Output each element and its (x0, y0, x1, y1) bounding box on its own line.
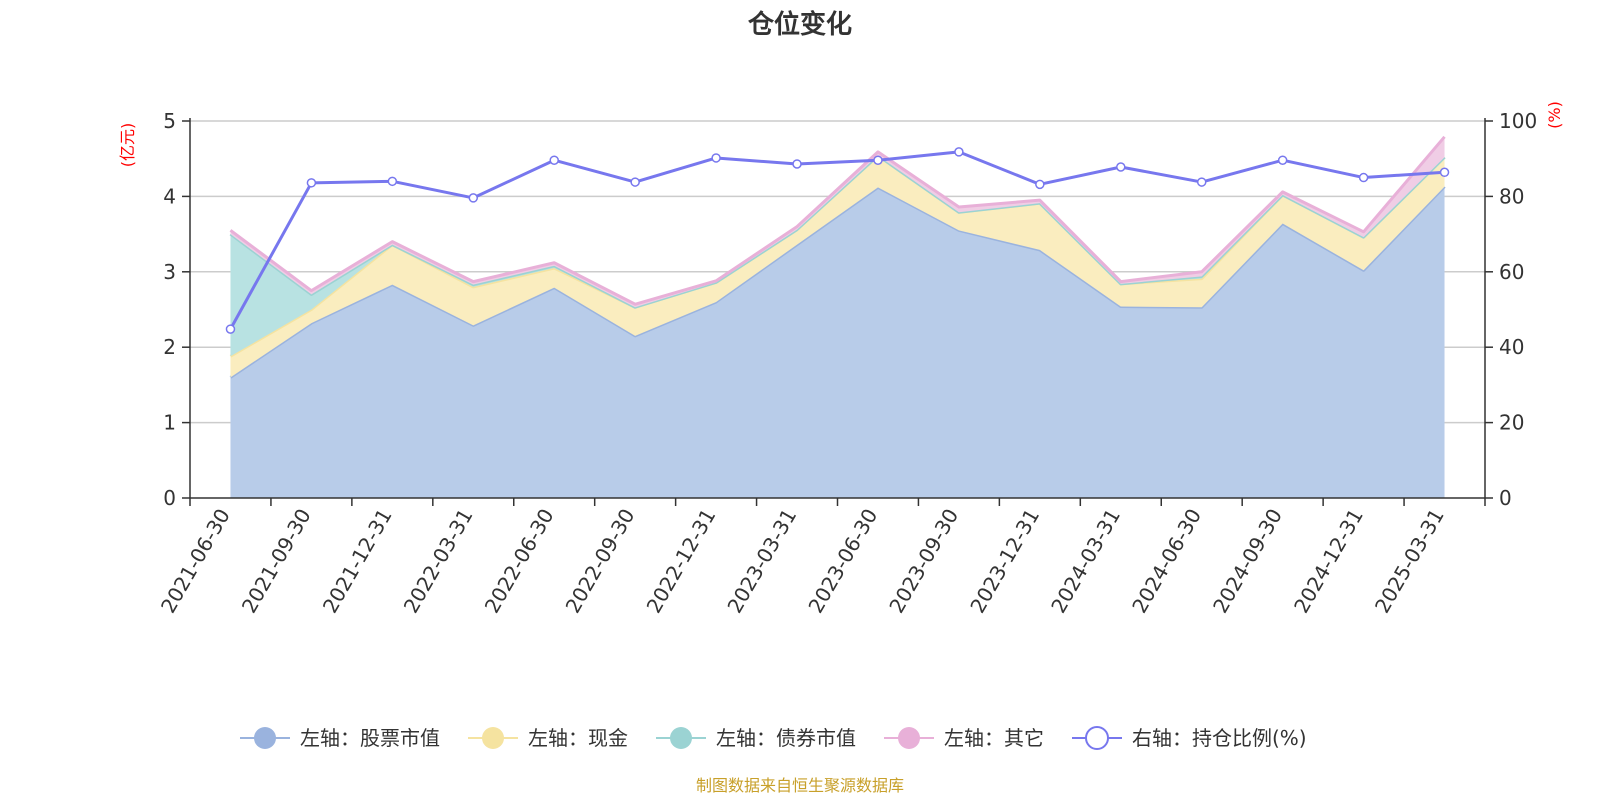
legend-item: 左轴：债券市值 (656, 726, 856, 750)
x-axis-tick-label: 2023-09-30 (884, 505, 963, 618)
plot-lines (225, 147, 1450, 334)
right-axis-tick-label: 40 (1499, 335, 1524, 359)
x-axis-tick-label: 2024-12-31 (1289, 505, 1368, 618)
data-point-ratio (1358, 172, 1369, 183)
data-point-ratio (549, 155, 559, 165)
legend: 左轴：股票市值 左轴：现金 左轴：债券市值 左轴：其它 右轴：持仓比例(%) (240, 726, 1307, 750)
data-point-ratio (225, 324, 236, 334)
legend-swatch-marker (898, 727, 920, 749)
data-point-ratio (468, 193, 479, 203)
x-axis-tick-label: 2023-03-31 (722, 505, 801, 618)
right-axis-tick-label: 20 (1499, 411, 1524, 435)
x-axis-tick-label: 2021-06-30 (156, 505, 235, 618)
legend-swatch-marker (254, 727, 276, 749)
data-point-ratio (630, 177, 640, 187)
x-axis-tick-label: 2022-12-31 (642, 505, 721, 618)
left-axis-tick-label: 1 (163, 411, 176, 435)
data-point-ratio (387, 176, 398, 187)
legend-swatch-marker (1085, 726, 1109, 750)
data-point-ratio (306, 178, 317, 188)
source-note: 制图数据来自恒生聚源数据库 (696, 776, 904, 795)
series-line-ratio (229, 150, 1445, 330)
data-point-ratio (954, 147, 964, 157)
data-point-ratio (1277, 155, 1288, 165)
x-axis-tick-label: 2025-03-31 (1370, 505, 1449, 618)
legend-item: 左轴：股票市值 (240, 726, 440, 750)
left-axis-tick-label: 4 (163, 184, 176, 208)
x-axis-tick-label: 2023-12-31 (965, 505, 1044, 618)
legend-label: 右轴：持仓比例(%) (1132, 726, 1307, 750)
legend-swatch-marker (670, 727, 692, 749)
plot-areas (229, 135, 1446, 498)
legend-label: 左轴：债券市值 (716, 726, 856, 750)
data-point-ratio (792, 159, 802, 169)
legend-label: 左轴：其它 (944, 726, 1044, 750)
data-point-ratio (1035, 179, 1045, 190)
legend-label: 左轴：现金 (528, 726, 628, 750)
right-axis-tick-label: 0 (1499, 486, 1512, 510)
x-axis-tick-label: 2024-06-30 (1127, 505, 1206, 618)
x-axis-tick-label: 2022-06-30 (480, 505, 559, 618)
left-axis-tick-label: 0 (163, 486, 176, 510)
legend-label: 左轴：股票市值 (300, 726, 440, 750)
legend-item: 左轴：其它 (884, 726, 1044, 750)
x-axis-tick-label: 2024-03-31 (1046, 505, 1125, 618)
right-axis-unit: (%) (1545, 101, 1564, 129)
x-axis-tick-label: 2022-03-31 (399, 505, 478, 618)
right-axis-tick-label: 60 (1499, 260, 1524, 284)
x-axis-tick-label: 2024-09-30 (1208, 505, 1287, 618)
data-point-ratio (1116, 162, 1126, 172)
left-axis-tick-label: 2 (163, 335, 176, 359)
x-axis-tick-label: 2023-06-30 (803, 505, 882, 618)
area-左轴：股票市值 (230, 186, 1445, 498)
data-point-ratio (873, 155, 883, 165)
right-axis-tick-label: 80 (1499, 184, 1524, 208)
area-左轴：现金 (230, 155, 1445, 378)
x-axis-tick-label: 2021-12-31 (318, 505, 397, 618)
x-axis-tick-label: 2021-09-30 (237, 505, 316, 618)
left-axis-tick-label: 5 (163, 109, 176, 133)
legend-item: 右轴：持仓比例(%) (1072, 726, 1307, 750)
chart-title: 仓位变化 (747, 9, 852, 40)
left-axis-unit: (亿元) (118, 123, 137, 168)
right-axis-tick-label: 100 (1499, 109, 1537, 133)
area-line-左轴：其它 (229, 135, 1446, 306)
data-point-ratio (1196, 177, 1207, 187)
x-axis-tick-label: 2022-09-30 (561, 505, 640, 618)
data-point-ratio (1439, 167, 1450, 178)
left-axis-tick-label: 3 (163, 260, 176, 284)
legend-item: 左轴：现金 (468, 726, 628, 750)
data-point-ratio (711, 153, 721, 163)
legend-swatch-marker (482, 727, 504, 749)
